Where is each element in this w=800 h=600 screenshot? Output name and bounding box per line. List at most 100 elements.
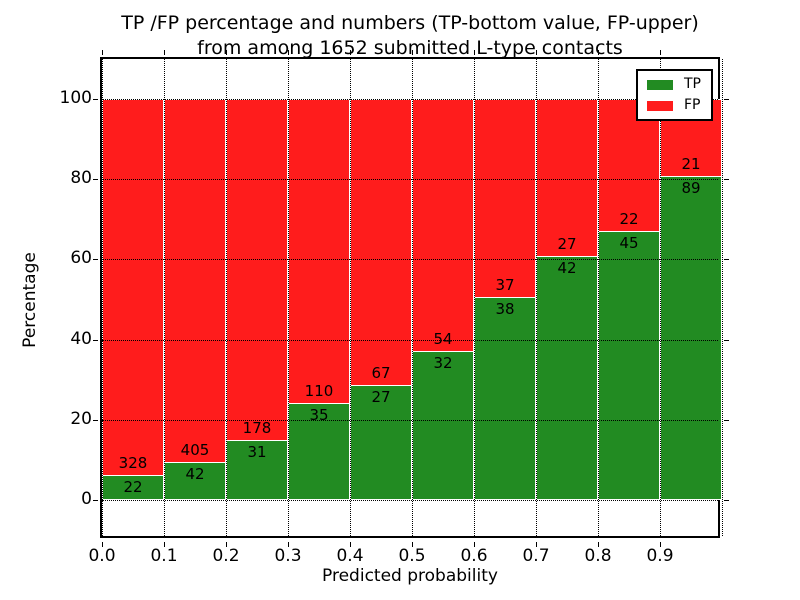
legend-swatch-tp <box>647 79 673 90</box>
x-tick <box>598 50 599 55</box>
x-tick-label: 0.1 <box>150 546 178 566</box>
x-tick <box>536 542 537 547</box>
y-tick-label: 80 <box>70 168 92 189</box>
bar-tp-segment <box>598 230 660 500</box>
gridline-h <box>102 179 718 181</box>
gridline-h <box>102 339 718 341</box>
gridline-v <box>722 59 723 536</box>
y-tick <box>93 179 98 181</box>
y-tick-label: 20 <box>70 408 92 429</box>
gridline-h <box>102 99 718 101</box>
y-tick <box>724 179 729 181</box>
bar-tp-segment <box>536 255 598 500</box>
x-tick <box>536 50 537 55</box>
bar-tp-segment <box>102 474 164 500</box>
fp-value-label: 27 <box>557 234 577 253</box>
tp-value-label: 27 <box>371 387 391 406</box>
bar-tp-segment <box>288 403 350 500</box>
x-tick <box>474 50 475 55</box>
x-tick <box>226 542 227 547</box>
x-tick-label: 0.8 <box>584 546 612 566</box>
tp-value-label: 31 <box>247 443 267 462</box>
x-tick <box>412 542 413 547</box>
x-tick <box>164 50 165 55</box>
x-tick-label: 0.2 <box>212 546 240 566</box>
tp-value-label: 45 <box>619 233 639 252</box>
bar-fp-segment <box>288 99 350 404</box>
tp-value-label: 38 <box>495 299 515 318</box>
bar-fp-segment <box>536 99 598 256</box>
gridline-h <box>102 259 718 261</box>
y-tick-label: 60 <box>70 248 92 269</box>
legend: TP FP <box>636 69 713 121</box>
chart-title-line1: TP /FP percentage and numbers (TP-bottom… <box>121 12 699 34</box>
y-tick-label: 100 <box>59 88 92 109</box>
bar-tp-segment <box>474 296 536 500</box>
gridline-h <box>102 419 718 421</box>
y-axis-label: Percentage <box>20 252 40 348</box>
bar-fp-segment <box>102 99 164 475</box>
y-tick <box>93 499 98 501</box>
fp-value-label: 328 <box>118 453 148 472</box>
fp-value-label: 54 <box>433 329 453 348</box>
x-tick-label: 0.7 <box>522 546 550 566</box>
y-tick <box>93 419 98 421</box>
gridline-v <box>598 59 599 536</box>
y-tick <box>724 259 729 261</box>
tp-value-label: 22 <box>123 477 143 496</box>
y-tick <box>93 339 98 341</box>
y-tick-label: 40 <box>70 328 92 349</box>
y-tick <box>724 339 729 341</box>
bar-fp-segment <box>598 99 660 231</box>
gridline-v <box>536 59 537 536</box>
x-tick-label: 0.4 <box>336 546 364 566</box>
x-tick <box>102 542 103 547</box>
gridline-h <box>102 499 718 501</box>
x-tick <box>288 50 289 55</box>
gridline-v <box>226 59 227 536</box>
x-tick <box>474 542 475 547</box>
gridline-v <box>288 59 289 536</box>
fp-value-label: 405 <box>180 441 210 460</box>
x-tick-label: 0.3 <box>274 546 302 566</box>
x-tick <box>226 50 227 55</box>
bar-fp-segment <box>164 99 226 463</box>
fp-value-label: 37 <box>495 275 515 294</box>
x-tick-label: 0.9 <box>646 546 674 566</box>
chart-title: TP /FP percentage and numbers (TP-bottom… <box>100 11 720 61</box>
bar-fp-segment <box>226 99 288 441</box>
tp-value-label: 32 <box>433 353 453 372</box>
gridline-v <box>660 59 661 536</box>
x-tick <box>164 542 165 547</box>
bar-tp-segment <box>412 350 474 500</box>
legend-item: FP <box>647 98 701 113</box>
gridline-v <box>412 59 413 536</box>
gridline-v <box>102 59 103 536</box>
fp-value-label: 110 <box>304 382 334 401</box>
x-tick <box>350 542 351 547</box>
fp-value-label: 21 <box>681 154 701 173</box>
tp-value-label: 35 <box>309 406 329 425</box>
tp-value-label: 42 <box>557 258 577 277</box>
plot-area: TP FP 328 22 405 42 178 31 110 35 67 27 54 32 37 38 27 4… <box>60 50 729 566</box>
y-tick <box>93 259 98 261</box>
x-tick <box>102 50 103 55</box>
gridline-v <box>164 59 165 536</box>
y-tick <box>724 99 729 101</box>
x-tick <box>660 50 661 55</box>
bar-tp-segment <box>226 440 288 500</box>
tp-value-label: 89 <box>681 178 701 197</box>
bar-fp-segment <box>474 99 536 297</box>
fp-value-label: 22 <box>619 209 639 228</box>
legend-label-tp: TP <box>684 76 701 92</box>
fp-value-label: 178 <box>242 419 272 438</box>
chart-title-line2: from among 1652 submitted L-type contact… <box>197 37 623 59</box>
bar-fp-segment <box>350 99 412 385</box>
legend-swatch-fp <box>647 100 673 111</box>
x-axis-label: Predicted probability <box>322 566 498 586</box>
x-tick-label: 0.0 <box>88 546 116 566</box>
gridline-v <box>350 59 351 536</box>
x-tick <box>350 50 351 55</box>
bar-fp-segment <box>412 99 474 351</box>
